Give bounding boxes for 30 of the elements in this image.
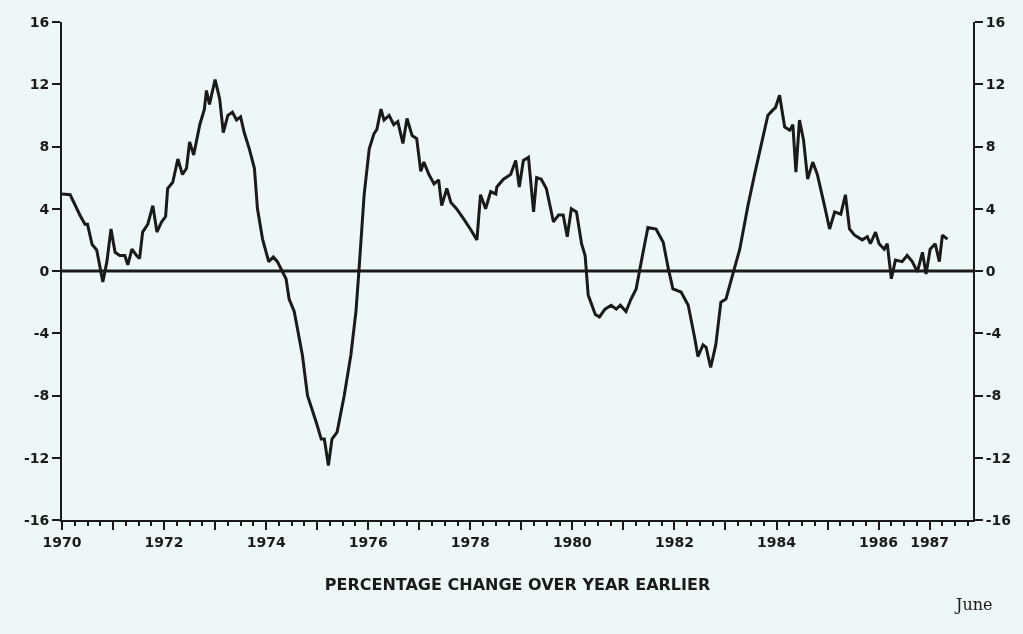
x-tick-label: 1976 xyxy=(348,533,388,550)
x-tick-label: 1982 xyxy=(654,533,694,550)
y2-tick-label: -4 xyxy=(985,325,1002,342)
y2-tick-label: 8 xyxy=(985,138,996,155)
y-tick-label: 8 xyxy=(39,138,50,155)
x-tick-label: 1986 xyxy=(859,533,899,550)
y2-tick-label: -12 xyxy=(985,449,1012,466)
y2-tick-label: 0 xyxy=(985,262,996,279)
y-tick-label: 12 xyxy=(29,76,50,93)
y-tick-label: 16 xyxy=(29,13,50,30)
y-tick-label: 4 xyxy=(39,200,50,217)
x-axis-title: PERCENTAGE CHANGE OVER YEAR EARLIER xyxy=(324,575,711,594)
x-tick-label: 1972 xyxy=(144,533,184,550)
y-tick-label: -4 xyxy=(33,325,50,342)
y-tick-label: -12 xyxy=(23,449,50,466)
x-tick-label: 1987 xyxy=(910,533,950,550)
x-tick-label: 1978 xyxy=(450,533,490,550)
y-tick-label: -8 xyxy=(33,387,50,404)
y2-tick-label: -16 xyxy=(985,511,1012,528)
y2-tick-label: 16 xyxy=(985,13,1006,30)
x-tick-label: 1974 xyxy=(246,533,286,550)
y2-tick-label: -8 xyxy=(985,387,1002,404)
y2-tick-label: 4 xyxy=(985,200,996,217)
y-tick-label: 0 xyxy=(39,262,50,279)
x-tick-label: 1980 xyxy=(552,533,593,550)
y-tick-label: -16 xyxy=(23,511,50,528)
x-tick-label: 1984 xyxy=(757,533,797,550)
y2-tick-label: 12 xyxy=(985,76,1006,93)
text: June xyxy=(954,595,993,614)
x-tick-label: 1970 xyxy=(42,533,82,550)
